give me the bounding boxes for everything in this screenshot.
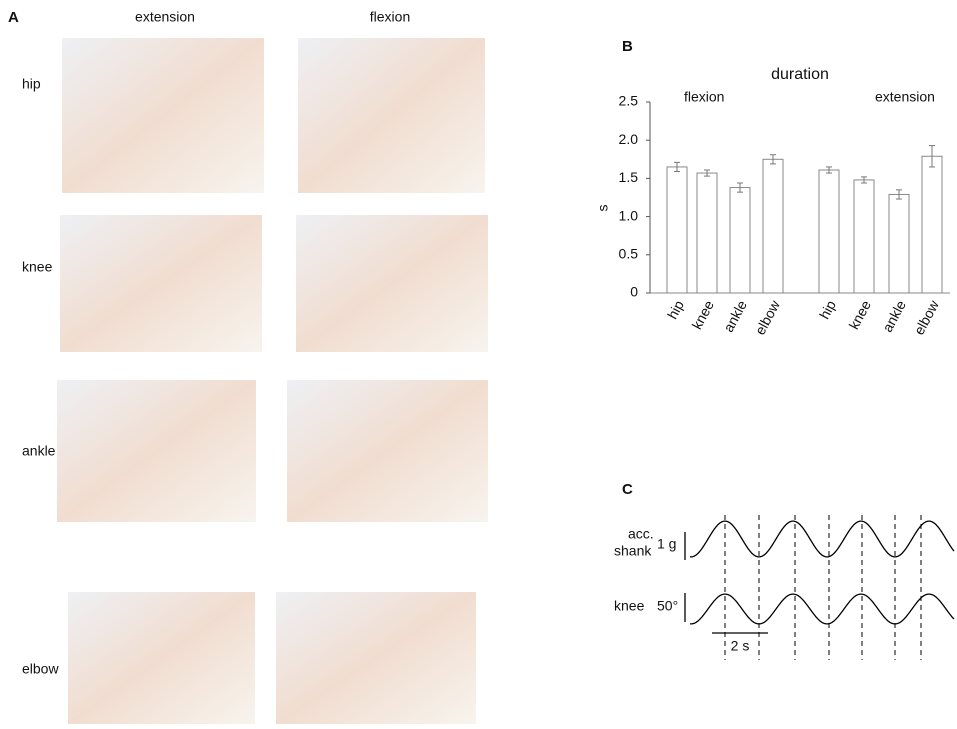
scale-label: 2 s xyxy=(731,638,750,654)
y-tick-label: 1.5 xyxy=(619,169,639,185)
bar xyxy=(888,193,910,294)
x-tick-label: ankle xyxy=(879,297,909,334)
x-tick-label: hip xyxy=(664,297,687,321)
bar xyxy=(818,169,840,294)
photo xyxy=(287,380,488,522)
photo xyxy=(296,215,488,352)
scale-label: 50° xyxy=(657,598,678,614)
chart-title: duration xyxy=(771,66,829,83)
bar xyxy=(853,179,875,294)
x-tick-label: elbow xyxy=(911,297,943,338)
bar xyxy=(729,187,751,294)
y-tick-label: 0 xyxy=(630,284,638,300)
bar xyxy=(762,158,784,294)
group-label: extension xyxy=(875,89,935,105)
panel-label: A xyxy=(8,9,19,26)
photo xyxy=(62,38,264,193)
trace xyxy=(690,593,955,625)
error-bar xyxy=(861,176,867,184)
y-tick-label: 2.5 xyxy=(619,93,639,109)
error-bar xyxy=(826,166,832,174)
panel-label: C xyxy=(622,481,633,498)
x-tick-label: hip xyxy=(816,297,839,321)
bar xyxy=(666,166,688,294)
photo xyxy=(276,592,476,724)
y-tick-label: 2.0 xyxy=(619,131,639,147)
column-label: extension xyxy=(135,9,195,25)
bar xyxy=(696,172,718,294)
error-bar xyxy=(929,145,935,168)
error-bar xyxy=(896,189,902,200)
photos xyxy=(57,38,488,724)
trace-label: shank xyxy=(614,543,652,559)
trace-label: knee xyxy=(614,598,645,614)
x-tick-label: knee xyxy=(689,297,717,332)
photo xyxy=(298,38,485,193)
trace xyxy=(690,520,955,558)
error-bar xyxy=(674,161,680,173)
trace-label: acc. xyxy=(628,526,654,542)
x-tick-label: elbow xyxy=(752,297,784,338)
error-bar xyxy=(770,154,776,165)
scale-label: 1 g xyxy=(657,536,676,552)
photo xyxy=(60,215,262,352)
error-bar xyxy=(737,182,743,193)
event-lines xyxy=(724,515,922,660)
row-label: elbow xyxy=(22,661,59,677)
photo xyxy=(57,380,256,522)
y-tick-label: 0.5 xyxy=(619,246,639,262)
x-tick-label: knee xyxy=(846,297,874,332)
error-bar xyxy=(704,169,710,177)
y-tick-label: 1.0 xyxy=(619,207,639,223)
row-label: knee xyxy=(22,259,53,275)
column-label: flexion xyxy=(370,9,410,25)
traces xyxy=(684,520,955,634)
bar xyxy=(921,155,943,294)
panel-label: B xyxy=(622,38,633,55)
group-label: flexion xyxy=(684,89,724,105)
row-label: ankle xyxy=(22,443,56,459)
row-label: hip xyxy=(22,76,41,92)
photo xyxy=(68,592,255,724)
x-tick-label: ankle xyxy=(720,297,750,334)
y-axis-label: s xyxy=(595,205,611,212)
